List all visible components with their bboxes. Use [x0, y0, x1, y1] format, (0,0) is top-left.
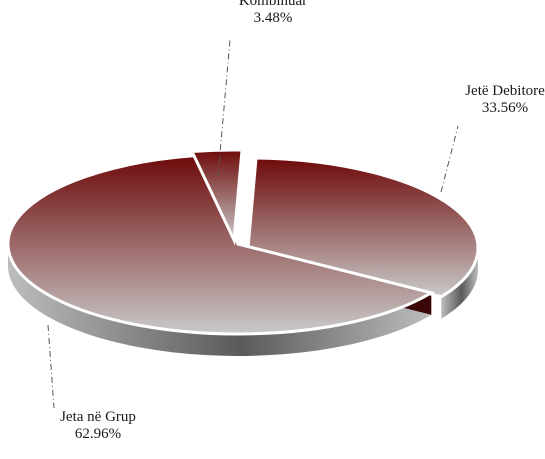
- pie-slices: [6, 148, 480, 336]
- pie-slice: [6, 153, 436, 336]
- leader-line: [217, 39, 231, 177]
- slice-name-label: Kombinuar: [239, 0, 307, 9]
- slice-name-label: Jetë Debitore: [465, 83, 545, 99]
- leader-line: [440, 125, 459, 193]
- pie-slice: [189, 148, 244, 246]
- slice-value-label: 3.48%: [254, 10, 293, 26]
- slice-name-label: Jeta në Grup: [60, 409, 136, 425]
- leader-lines: [47, 39, 459, 409]
- slice-value-label: 33.56%: [482, 100, 528, 116]
- leader-line: [47, 324, 55, 409]
- slice-value-label: 62.96%: [75, 426, 121, 442]
